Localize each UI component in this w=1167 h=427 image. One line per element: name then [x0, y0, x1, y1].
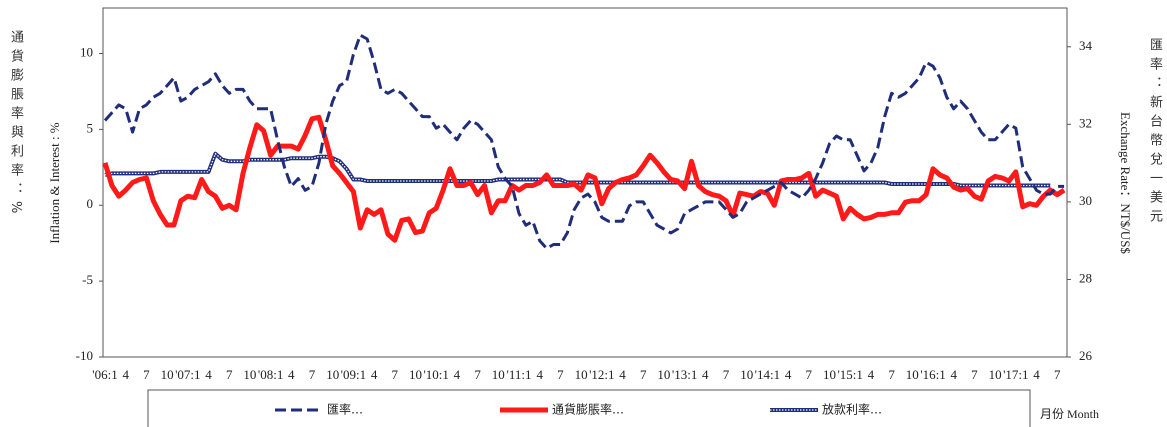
y-tick-label: 5	[87, 120, 94, 135]
y2-tick-label: 32	[1079, 115, 1092, 130]
legend-label: 放款利率…	[822, 402, 882, 417]
x-tick-label: 7	[1054, 367, 1061, 382]
x-tick-label: 10	[657, 367, 670, 382]
x-tick-label: 7	[557, 367, 564, 382]
y-tick-label: 10	[80, 45, 93, 60]
x-tick-label: 4	[122, 367, 129, 382]
x-tick-label: '06:1	[92, 367, 117, 382]
x-tick-label: '08:1	[258, 367, 283, 382]
y2-tick-label: 30	[1079, 193, 1092, 208]
x-tick-label: '09:1	[341, 367, 366, 382]
x-tick-label: 7	[888, 367, 895, 382]
x-axis-title: 月份 Month	[1040, 407, 1099, 421]
y-tick-label: -10	[76, 348, 93, 363]
x-tick-label: 7	[226, 367, 233, 382]
x-tick-label: '07:1	[175, 367, 200, 382]
x-tick-label: 7	[392, 367, 399, 382]
x-tick-label: 4	[950, 367, 957, 382]
x-tick-label: 4	[785, 367, 792, 382]
x-tick-label: '15:1	[837, 367, 862, 382]
x-tick-label: '12:1	[589, 367, 614, 382]
x-tick-label: '11:1	[507, 367, 532, 382]
x-tick-label: 7	[309, 367, 316, 382]
x-tick-label: 10	[906, 367, 919, 382]
x-tick-label: 4	[205, 367, 212, 382]
x-tick-label: 7	[143, 367, 150, 382]
legend-box	[147, 389, 1031, 427]
plot-frame	[102, 7, 1068, 358]
y-tick-label: -5	[82, 272, 93, 287]
legend-label: 匯率…	[327, 402, 363, 417]
x-tick-label: 10	[243, 367, 256, 382]
x-tick-label: 7	[971, 367, 978, 382]
series-line	[103, 33, 1065, 250]
x-tick-label: 4	[702, 367, 709, 382]
x-tick-label: 10	[823, 367, 836, 382]
x-tick-label: 7	[474, 367, 481, 382]
x-tick-label: 4	[868, 367, 875, 382]
legend-label: 通貨膨脹率…	[552, 402, 624, 417]
series-line	[102, 114, 1066, 243]
series-line-dots	[104, 152, 1051, 187]
x-tick-label: 4	[619, 367, 626, 382]
x-tick-label: 4	[288, 367, 295, 382]
x-tick-label: 10	[161, 367, 174, 382]
y2-tick-label: 34	[1079, 38, 1093, 53]
x-tick-label: 10	[409, 367, 422, 382]
x-tick-label: 10	[740, 367, 753, 382]
x-tick-label: 4	[1033, 367, 1040, 382]
y2-axis-title-cn: 匯率：新台幣兌一美元	[1147, 38, 1162, 228]
x-tick-label: 10	[492, 367, 505, 382]
y-axis-title-cn: 通貨膨脹率與利率：%	[8, 30, 23, 220]
x-tick-label: 10	[326, 367, 339, 382]
y-tick-label: 0	[87, 196, 94, 211]
x-tick-label: 10	[575, 367, 588, 382]
x-tick-label: '13:1	[672, 367, 697, 382]
x-tick-label: 7	[806, 367, 813, 382]
x-tick-label: 7	[723, 367, 730, 382]
x-tick-label: 4	[371, 367, 378, 382]
x-tick-label: '17:1	[1003, 367, 1028, 382]
x-tick-label: '10:1	[423, 367, 448, 382]
x-tick-label: 4	[454, 367, 461, 382]
x-tick-label: '16:1	[920, 367, 945, 382]
x-tick-label: 7	[640, 367, 647, 382]
y-axis-title: Inflation & Interest : %	[47, 122, 62, 243]
y2-axis-title: Exchange Rate：NT$/US$	[1118, 112, 1133, 254]
y2-tick-label: 28	[1079, 270, 1092, 285]
x-tick-label: '14:1	[755, 367, 780, 382]
x-tick-label: 4	[536, 367, 543, 382]
x-tick-label: 10	[989, 367, 1002, 382]
y2-tick-label: 26	[1079, 348, 1093, 363]
